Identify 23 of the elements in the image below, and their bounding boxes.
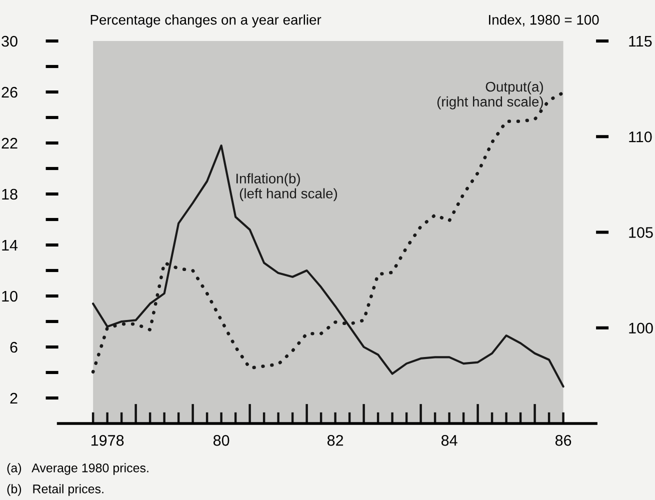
y2-tick-label: 110 bbox=[629, 131, 652, 142]
y2-axis-title: Index, 1980 = 100 bbox=[489, 14, 599, 26]
y-tick-label: 26 bbox=[2, 86, 18, 98]
text: (a) Average 1980 prices. bbox=[7, 463, 148, 475]
y-tick-label: 10 bbox=[2, 290, 18, 302]
x-tick-label: 1978 bbox=[91, 435, 124, 446]
x-tick-label: 86 bbox=[555, 435, 572, 446]
y2-tick-label: 105 bbox=[629, 227, 653, 238]
x-tick-label: 80 bbox=[213, 435, 230, 446]
y-axis-title: Percentage changes on a year earlier bbox=[90, 14, 322, 28]
y2-tick-label: 100 bbox=[629, 322, 653, 334]
y2-tick-label: 115 bbox=[629, 36, 652, 47]
text: (b) Retail prices. bbox=[7, 484, 104, 496]
series-label: Inflation(b) (left hand scale) bbox=[236, 173, 338, 202]
y-tick-label: 6 bbox=[10, 342, 18, 353]
y-tick-label: 18 bbox=[2, 188, 18, 200]
x-tick-label: 84 bbox=[441, 435, 458, 446]
y-tick-label: 22 bbox=[2, 138, 18, 149]
y-tick-label: 14 bbox=[2, 240, 18, 251]
y-tick-label: 30 bbox=[2, 36, 18, 47]
x-tick-label: 82 bbox=[327, 435, 344, 446]
series-label: Output(a) (right hand scale) bbox=[437, 81, 543, 110]
y-tick-label: 2 bbox=[10, 392, 18, 404]
